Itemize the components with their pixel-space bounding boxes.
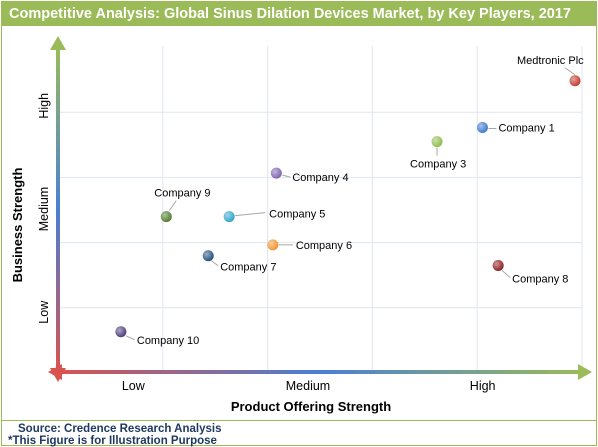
point-label: Company 7 <box>220 262 276 274</box>
chart-title: Competitive Analysis: Global Sinus Dilat… <box>2 2 596 26</box>
data-point-highlight <box>476 122 488 133</box>
data-point-highlight <box>270 167 282 179</box>
tick-labels: Low Medium High Low Medium High <box>37 93 496 393</box>
data-point-highlight <box>115 326 127 338</box>
leader-line <box>564 67 576 76</box>
data-point-highlight <box>267 239 279 251</box>
note-text: *This Figure is for Illustration Purpose <box>8 435 217 447</box>
leader-line <box>282 174 291 178</box>
point-label: Company 4 <box>292 172 348 184</box>
data-point-highlight <box>223 211 235 223</box>
leader-line <box>501 270 511 278</box>
y-axis-line <box>56 46 60 372</box>
point-label: Company 6 <box>296 240 352 252</box>
x-tick-label: Medium <box>286 379 330 393</box>
leader-line <box>125 335 136 341</box>
point-label: Medtronic Plc <box>517 55 584 67</box>
leader-line <box>210 260 219 267</box>
point-label: Company 10 <box>137 335 199 347</box>
point-label: Company 9 <box>154 188 210 200</box>
y-tick-label: High <box>37 93 51 119</box>
x-tick-label: Low <box>122 379 146 393</box>
y-tick-label: Low <box>37 300 51 324</box>
x-axis-arrow-left <box>48 364 62 380</box>
point-label: Company 1 <box>498 123 554 135</box>
data-point-highlight <box>569 75 581 87</box>
point-label: Company 8 <box>512 274 568 286</box>
x-tick-label: High <box>470 379 496 393</box>
y-axis-label: Business Strength <box>10 168 25 283</box>
point-label: Company 3 <box>410 159 466 171</box>
x-axis-arrow-right <box>578 364 592 380</box>
point-label: Company 5 <box>269 209 325 221</box>
data-point-highlight <box>160 211 172 223</box>
data-points <box>115 75 581 338</box>
x-axis-line <box>58 370 582 374</box>
data-point-highlight <box>492 260 504 272</box>
y-tick-label: Medium <box>37 187 51 231</box>
y-axis-arrow-up <box>50 36 66 50</box>
leader-line <box>168 200 177 211</box>
data-point-highlight <box>431 136 443 148</box>
axes <box>48 36 592 382</box>
grid-lines <box>58 46 583 372</box>
leader-line <box>235 212 266 217</box>
point-labels: Medtronic Plc Company 1 Company 3 Company 4… <box>137 55 584 347</box>
data-point-highlight <box>202 250 214 262</box>
scatter-chart: Low Medium High Low Medium High Medtronic Plc… <box>10 36 592 414</box>
leader-lines <box>125 67 576 341</box>
x-axis-label: Product Offering Strength <box>231 399 391 414</box>
source-text: Source: Credence Research Analysis <box>18 423 222 435</box>
footer: Source: Credence Research Analysis *This… <box>2 420 596 447</box>
